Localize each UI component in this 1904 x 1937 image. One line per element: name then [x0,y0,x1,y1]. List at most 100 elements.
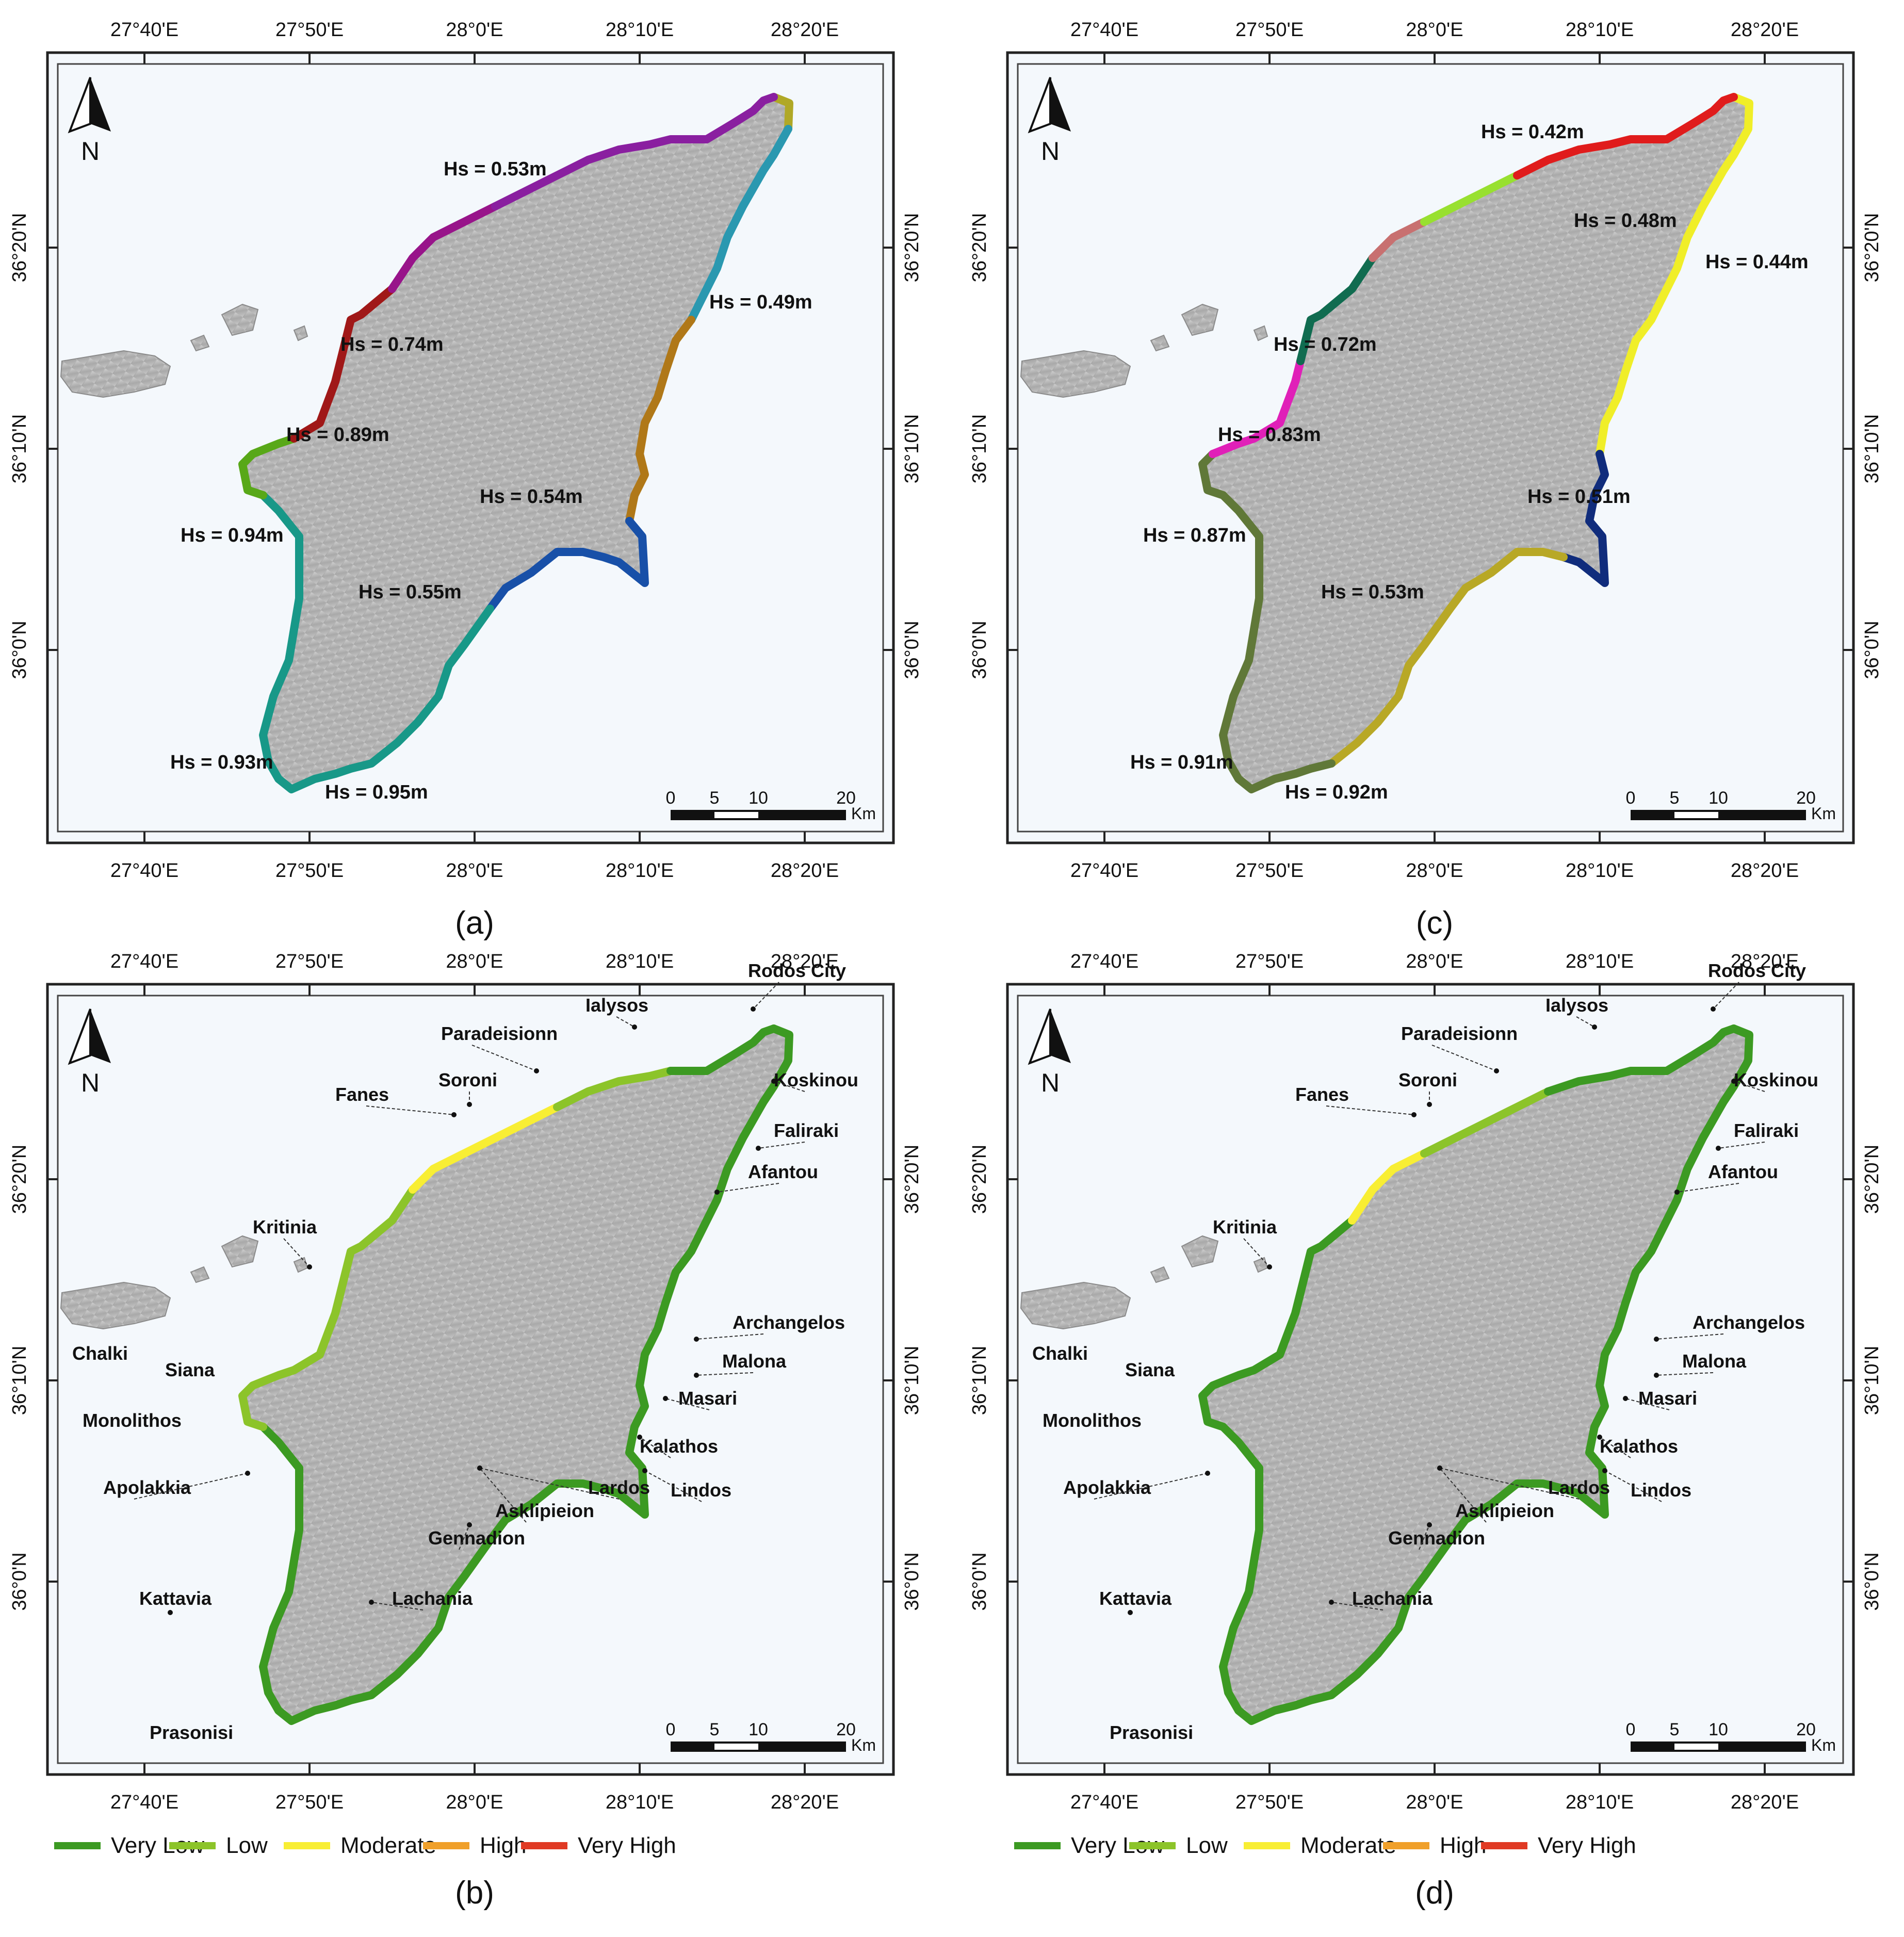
coast-segment [290,285,396,443]
place-label: Siana [165,1359,215,1380]
place-dot [467,1522,472,1527]
lon-tick-label-top: 28°0'E [1406,19,1463,41]
map-panel-a: 27°40'E 27°40'E 27°50'E 27°50'E 28°0'E 28°0'E… [9,19,923,941]
hs-label: Hs = 0.91m [1130,752,1233,773]
place-label: Archangelos [1693,1312,1805,1333]
lat-tick-label-left: 36°0'N [9,1552,30,1610]
hs-label: Hs = 0.51m [1527,486,1631,508]
place-label: Koskinou [774,1069,858,1090]
lat-tick-label-left: 36°10'N [9,414,30,483]
coast-segment [1198,450,1336,793]
lon-tick-label-bottom: 28°20'E [1731,1792,1799,1813]
place-label: Asklipieion [495,1500,594,1521]
place-leader [1439,1468,1487,1523]
place-label: Kritinia [253,1216,317,1238]
coast-segment [491,93,778,210]
lon-tick-label-bottom: 28°0'E [1406,860,1463,882]
place-label: Faliraki [774,1120,839,1141]
lon-tick-label-bottom: 28°0'E [446,860,503,882]
hs-label: Hs = 0.92m [1285,782,1388,803]
place-leader [479,1468,620,1500]
lat-tick-label-left: 36°0'N [9,621,30,679]
lon-tick-label-top: 27°50'E [275,19,344,41]
scale-tick-label: 20 [1796,788,1816,808]
place-leader [1326,1105,1414,1115]
lon-tick-label-top: 28°10'E [1566,19,1634,41]
place-label: Lardos [588,1477,650,1498]
place-leader [471,1045,537,1071]
place-leader [1439,1468,1580,1500]
place-dot [694,1337,699,1342]
place-label: Asklipieion [1455,1500,1554,1521]
panel-label: (d) [1415,1875,1454,1911]
vulnerability-legend: Very Low Low Moderate High Very High [1014,1833,1636,1858]
place-label: Masari [1638,1388,1697,1409]
lon-tick-label-top: 27°40'E [1070,951,1138,972]
place-label: Fanes [1295,1084,1349,1105]
place-label: Gennadion [428,1527,525,1549]
place-leader [665,1398,710,1410]
coast-segment [1209,357,1305,458]
place-dot [1592,1024,1597,1030]
legend-label: Moderate [1300,1833,1396,1858]
lon-tick-label-top: 28°0'E [1406,951,1463,972]
place-dot [1623,1396,1628,1401]
place-label: Afantou [748,1161,818,1182]
place-label: Masari [678,1388,737,1409]
coast-segment [1327,548,1568,768]
place-dot [451,1112,457,1117]
lon-tick-label-top: 28°20'E [771,951,839,972]
coast-segment [1369,218,1428,262]
north-arrow-icon: N [68,1008,111,1097]
scale-tick-label: 0 [666,1720,676,1739]
place-label: Ialysos [585,995,648,1016]
lon-tick-label-top: 27°50'E [1235,19,1304,41]
lon-tick-label-bottom: 27°40'E [110,860,178,882]
place-leader [1656,1333,1724,1340]
place-dot [1427,1522,1432,1527]
place-label: Monolithos [83,1410,182,1431]
place-dot [168,1610,173,1615]
lat-tick-label-right: 36°10'N [901,1346,923,1415]
hs-label: Hs = 0.53m [444,158,547,180]
lon-tick-label-bottom: 28°0'E [446,1792,503,1813]
place-label: Soroni [438,1069,497,1090]
scale-tick-label: 5 [710,1720,720,1739]
place-dot [714,1190,720,1195]
lon-tick-label-bottom: 27°40'E [1070,860,1138,882]
scale-tick-label: 10 [748,1720,768,1739]
lon-tick-label-top: 27°50'E [1235,951,1304,972]
chalki-islets [60,1235,308,1330]
hs-label: Hs = 0.55m [359,581,462,603]
lat-tick-label-right: 36°0'N [1861,621,1883,679]
hs-label: Hs = 0.95m [325,782,428,803]
place-dot [637,1435,642,1440]
hs-label: Hs = 0.53m [1321,581,1424,603]
lon-tick-label-bottom: 27°40'E [1070,1792,1138,1813]
scale-tick-label: 10 [748,788,768,808]
place-dot [369,1600,374,1605]
vulnerability-coast-segment [1420,1087,1552,1158]
place-leader [1677,1183,1739,1193]
lat-tick-label-right: 36°20'N [1861,1145,1883,1214]
lon-tick-label-bottom: 27°50'E [1235,860,1304,882]
map-panel-c: 27°40'E 27°40'E 27°50'E 27°50'E 28°0'E 28°0'E… [969,19,1883,941]
scale-tick-label: 10 [1708,788,1728,808]
lat-tick-label-left: 36°20'N [9,213,30,282]
lon-tick-label-bottom: 28°20'E [1731,860,1799,882]
hs-label: Hs = 0.74m [340,334,444,355]
place-label: Rodos City [748,960,846,981]
place-label: Kattavia [1099,1588,1172,1609]
panel-label: (c) [1416,905,1453,941]
place-leader [1656,1372,1714,1376]
place-leader [1419,1524,1430,1550]
scale-tick-label: 20 [836,788,856,808]
panel-label: (b) [455,1875,494,1911]
hs-label: Hs = 0.54m [480,486,583,508]
scale-tick-label: 0 [666,788,676,808]
legend-label: High [1440,1833,1487,1858]
place-label: Lindos [1631,1479,1691,1501]
hs-label: Hs = 0.44m [1705,251,1809,273]
place-dot [1731,1079,1736,1084]
